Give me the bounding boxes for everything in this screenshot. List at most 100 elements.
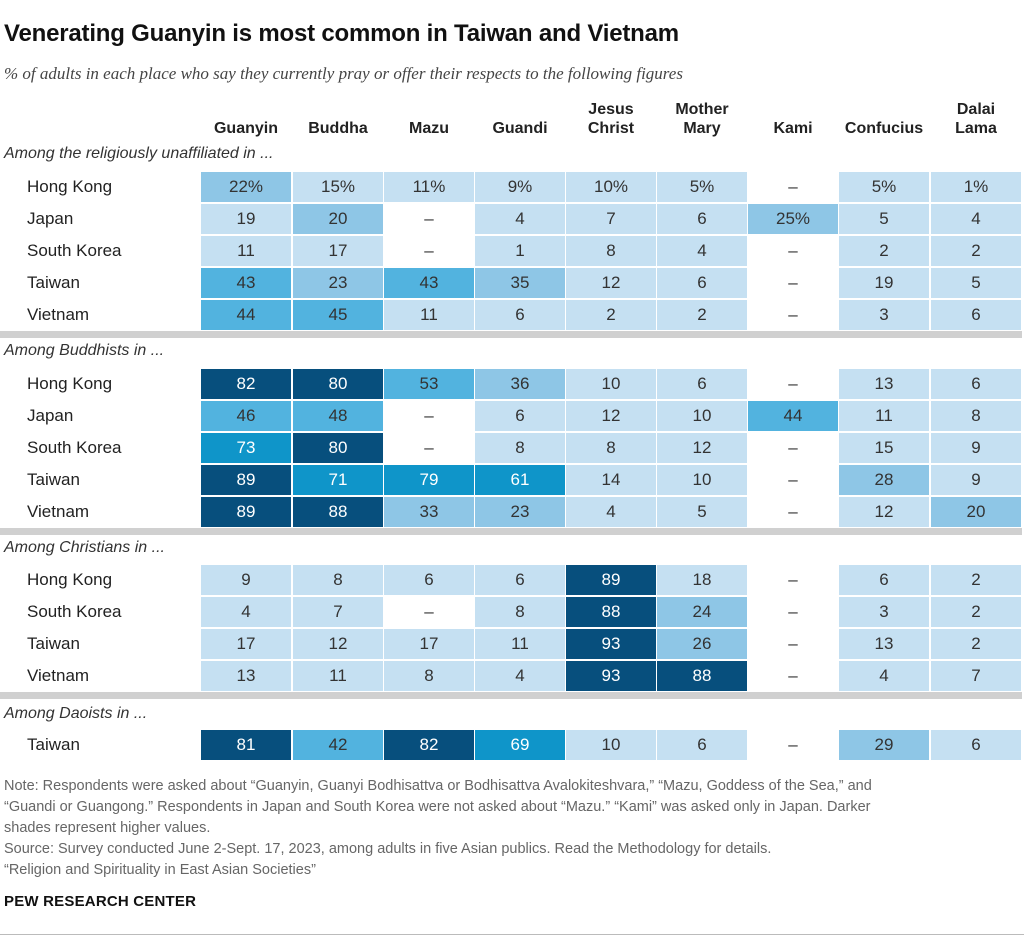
heatmap-cell: 73 (201, 433, 291, 463)
heatmap-cell: 15% (293, 172, 383, 202)
heatmap-cell: 12 (566, 268, 656, 298)
heatmap-cell: 12 (657, 433, 747, 463)
bottom-divider (0, 934, 1024, 935)
heatmap-cell: 8 (384, 661, 474, 691)
heatmap-cell: 4 (839, 661, 929, 691)
heatmap-cell: 6 (931, 730, 1021, 760)
heatmap-cell: 6 (475, 401, 565, 431)
column-header-line: Christ (587, 120, 635, 137)
row-label: Vietnam (27, 666, 90, 685)
heatmap-cell: 6 (657, 204, 747, 234)
row-label: Vietnam (27, 305, 90, 324)
heatmap-cell: 5 (931, 268, 1021, 298)
heatmap-cell: 11 (475, 629, 565, 659)
row-label: Hong Kong (27, 177, 113, 196)
heatmap-cell: – (788, 634, 798, 653)
heatmap-cell: 42 (293, 730, 383, 760)
row-label: Taiwan (27, 273, 80, 292)
row-label: Japan (27, 406, 74, 425)
heatmap-cell: 82 (201, 369, 291, 399)
notes: Note: Respondents were asked about “Guan… (4, 776, 1014, 881)
heatmap-cell: 12 (293, 629, 383, 659)
chart-subtitle: % of adults in each place who say they c… (4, 64, 683, 83)
heatmap-cell: 53 (384, 369, 474, 399)
heatmap-cell: 1 (475, 236, 565, 266)
heatmap-cell: 11% (384, 172, 474, 202)
heatmap-cell: 36 (475, 369, 565, 399)
heatmap-cell: 6 (384, 565, 474, 595)
chart-title: Venerating Guanyin is most common in Tai… (4, 20, 679, 47)
heatmap-cell: – (788, 374, 798, 393)
heatmap-cell: 89 (201, 497, 291, 527)
section-divider (0, 331, 1022, 338)
column-header-line: Dalai (956, 101, 996, 118)
heatmap-cell: 19 (201, 204, 291, 234)
row-label: Taiwan (27, 735, 80, 754)
row-label: Taiwan (27, 470, 80, 489)
row-label: Hong Kong (27, 374, 113, 393)
heatmap-cell: 79 (384, 465, 474, 495)
heatmap-cell: 10% (566, 172, 656, 202)
heatmap-cell: 26 (657, 629, 747, 659)
column-header: Jesus Christ (566, 98, 656, 138)
heatmap-cell: 80 (293, 433, 383, 463)
column-header: Kami (748, 98, 838, 138)
column-header-line: Kami (773, 120, 813, 137)
heatmap-cell: 11 (201, 236, 291, 266)
heatmap-cell: 14 (566, 465, 656, 495)
heatmap-cell: – (788, 438, 798, 457)
heatmap-cell: 4 (931, 204, 1021, 234)
report-title-line: “Religion and Spirituality in East Asian… (4, 862, 316, 878)
heatmap-cell: 89 (201, 465, 291, 495)
column-header-line: Mary (683, 120, 721, 137)
heatmap-cell: 6 (931, 369, 1021, 399)
heatmap-cell: 7 (293, 597, 383, 627)
heatmap-cell: 10 (657, 401, 747, 431)
heatmap-cell: 6 (475, 300, 565, 330)
section-label: Among Daoists in ... (4, 705, 148, 722)
heatmap-cell: 81 (201, 730, 291, 760)
column-header-line: Guanyin (213, 120, 278, 137)
heatmap-cell: 11 (384, 300, 474, 330)
heatmap-cell: 20 (293, 204, 383, 234)
heatmap-cell: 44 (201, 300, 291, 330)
heatmap-cell: 93 (566, 629, 656, 659)
heatmap-cell: 33 (384, 497, 474, 527)
heatmap-cell: – (424, 406, 434, 425)
column-header: Mother Mary (657, 98, 747, 138)
note-line: Note: Respondents were asked about “Guan… (4, 778, 872, 794)
heatmap-cell: 10 (566, 730, 656, 760)
heatmap-cell: 35 (475, 268, 565, 298)
row-label: South Korea (27, 241, 122, 260)
heatmap-cell: 61 (475, 465, 565, 495)
heatmap-cell: 15 (839, 433, 929, 463)
heatmap-cell: 43 (201, 268, 291, 298)
heatmap-cell: 29 (839, 730, 929, 760)
heatmap-cell: 7 (566, 204, 656, 234)
heatmap-cell: 4 (657, 236, 747, 266)
heatmap-cell: 2 (931, 565, 1021, 595)
heatmap-cell: 2 (931, 597, 1021, 627)
heatmap-cell: 13 (839, 629, 929, 659)
heatmap-cell: 82 (384, 730, 474, 760)
section-divider (0, 692, 1022, 699)
heatmap-cell: 7 (931, 661, 1021, 691)
heatmap-cell: 13 (201, 661, 291, 691)
heatmap-cell: – (788, 735, 798, 754)
column-header: Confucius (839, 98, 929, 138)
row-label: South Korea (27, 602, 122, 621)
column-header-line: Confucius (844, 120, 924, 137)
heatmap-cell: 69 (475, 730, 565, 760)
heatmap-cell: 8 (293, 565, 383, 595)
row-label: South Korea (27, 438, 122, 457)
heatmap-cell: 10 (657, 465, 747, 495)
column-header: Dalai Lama (931, 98, 1021, 138)
heatmap-cell: – (788, 305, 798, 324)
heatmap-cell: – (788, 241, 798, 260)
heatmap-cell: 6 (931, 300, 1021, 330)
heatmap-cell: 2 (839, 236, 929, 266)
column-header: Guanyin (201, 98, 291, 138)
heatmap-cell: 10 (566, 369, 656, 399)
heatmap-cell: 3 (839, 597, 929, 627)
note-line: shades represent higher values. (4, 820, 211, 836)
